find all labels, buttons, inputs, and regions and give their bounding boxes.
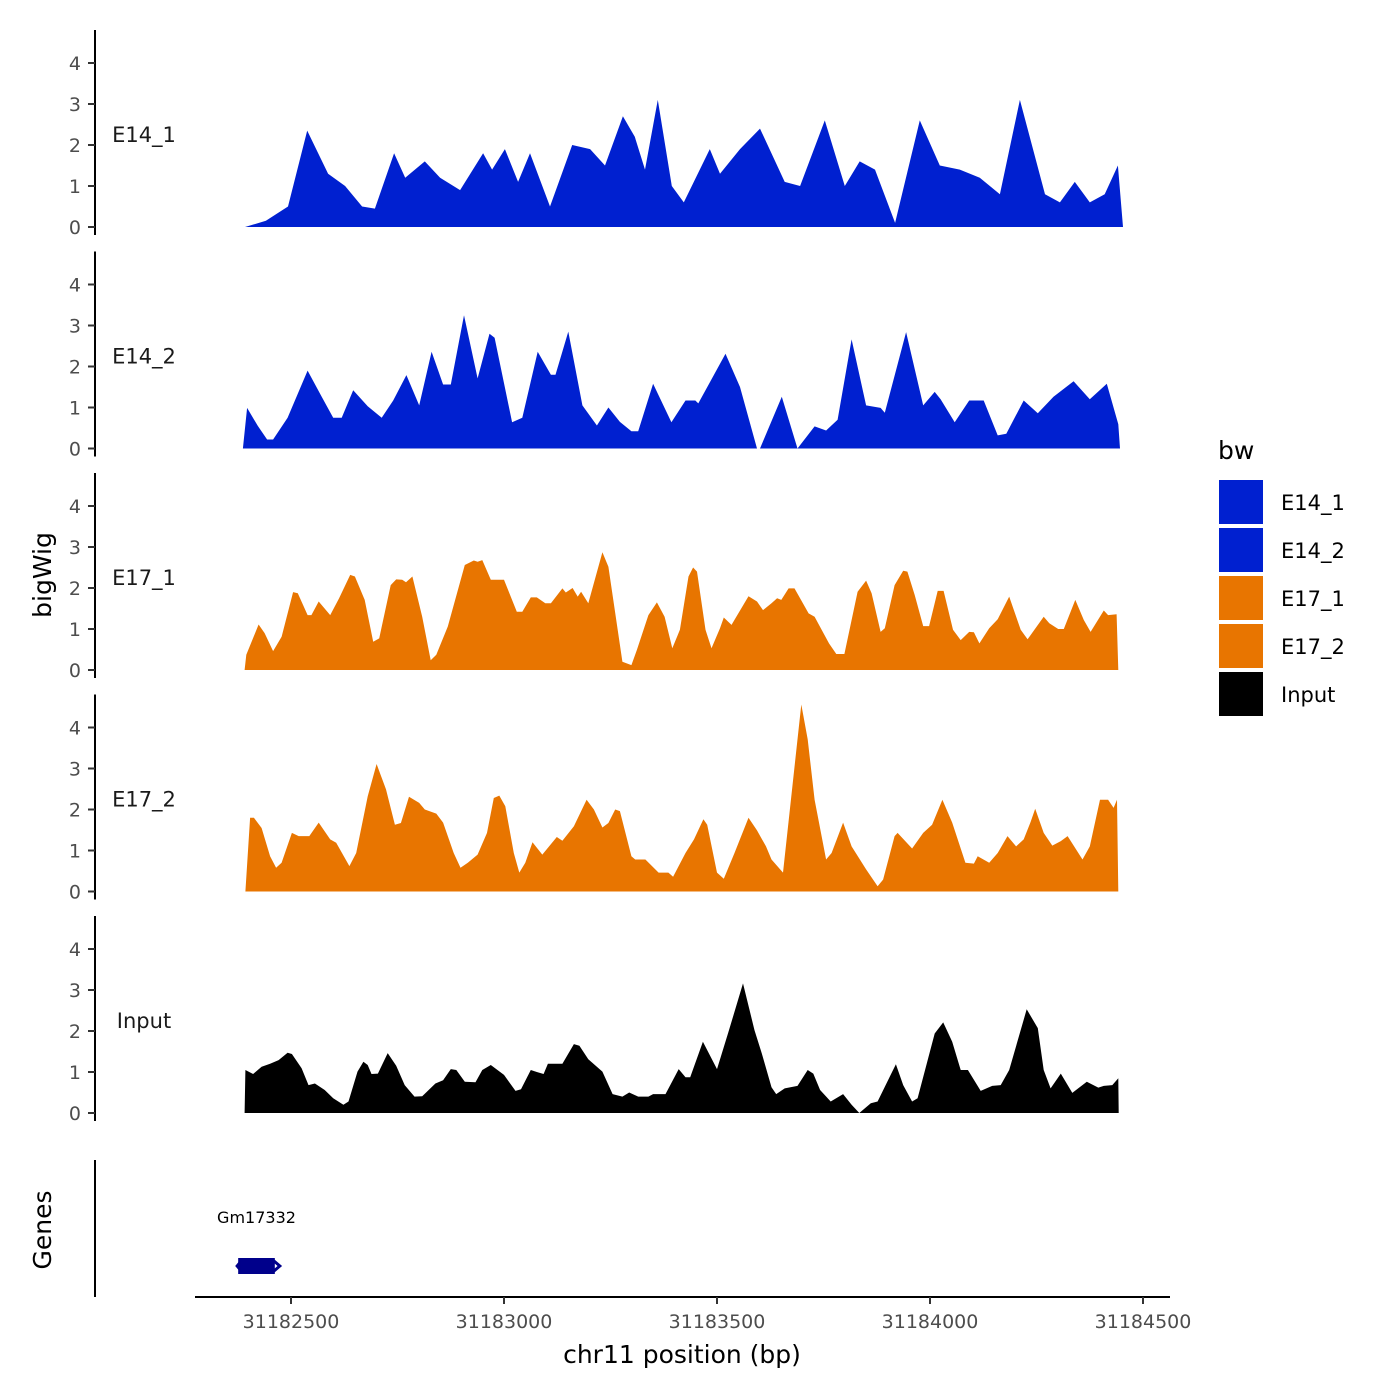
y-tick-label: 3 <box>69 94 81 116</box>
legend: bw E14_1 E14_2 E17_1 E17_2 Input <box>1218 436 1345 716</box>
y-tick-label: 4 <box>69 275 81 297</box>
y-tick-label: 1 <box>69 841 81 863</box>
y-tick-label: 3 <box>69 759 81 781</box>
coverage-area-input <box>244 983 1119 1113</box>
y-tick-label: 1 <box>69 1062 81 1084</box>
track-panel-e14-1: 0 1 2 3 4 E14_1 <box>69 30 1123 239</box>
legend-entry-label: Input <box>1281 683 1335 707</box>
y-tick-label: 2 <box>69 578 81 600</box>
legend-entry-label: E17_2 <box>1281 635 1345 660</box>
y-tick-label: 0 <box>69 660 81 682</box>
y-tick-label: 3 <box>69 537 81 559</box>
track-label: E17_2 <box>112 788 176 813</box>
coverage-area-e17-2 <box>245 704 1119 892</box>
y-tick-label: 2 <box>69 800 81 822</box>
legend-entry-label: E14_2 <box>1281 539 1345 564</box>
y-tick-label: 3 <box>69 316 81 338</box>
legend-key-swatch <box>1219 672 1263 716</box>
legend-key-swatch <box>1219 528 1263 572</box>
x-tick-label: 31183000 <box>456 1311 553 1333</box>
y-axis-label: bigWig <box>28 532 57 618</box>
coverage-area-e17-1 <box>244 552 1119 670</box>
track-panel-e17-2: 0 1 2 3 4 E17_2 <box>69 694 1119 904</box>
y-tick-label: 0 <box>69 217 81 239</box>
y-tick-label: 3 <box>69 980 81 1002</box>
y-tick-label: 1 <box>69 176 81 198</box>
legend-entry-label: E14_1 <box>1281 491 1345 516</box>
x-tick-label: 31183500 <box>669 1311 766 1333</box>
track-panel-e14-2: 0 1 2 3 4 E14_2 <box>69 251 1120 461</box>
y-tick-label: 2 <box>69 135 81 157</box>
gene-track: Gm17332 <box>217 1208 296 1274</box>
gene-label: Gm17332 <box>217 1208 296 1227</box>
y-tick-label: 4 <box>69 718 81 740</box>
x-tick-label: 31184000 <box>882 1311 979 1333</box>
track-panel-e17-1: 0 1 2 3 4 E17_1 <box>69 473 1119 682</box>
y-tick-label: 4 <box>69 53 81 75</box>
coverage-area-e14-2 <box>242 315 1120 449</box>
legend-entry-label: E17_1 <box>1281 587 1345 612</box>
y-tick-label: 2 <box>69 357 81 379</box>
x-tick-label: 31182500 <box>243 1311 340 1333</box>
gene-end-cap <box>235 1260 241 1272</box>
legend-key-swatch <box>1219 576 1263 620</box>
y-tick-label: 4 <box>69 496 81 518</box>
x-axis-label: chr11 position (bp) <box>563 1340 801 1369</box>
y-tick-label: 0 <box>69 1103 81 1125</box>
gene-track-label: Genes <box>28 1190 57 1269</box>
track-label: Input <box>117 1009 171 1033</box>
track-panels: 0 1 2 3 4 E14_1 0 1 2 3 4 E14_2 0 1 2 3 4 E17_1 0 1 2 3 4 E17_2… <box>69 30 1123 1125</box>
y-tick-label: 1 <box>69 619 81 641</box>
track-label: E17_1 <box>112 566 176 591</box>
y-tick-label: 4 <box>69 939 81 961</box>
y-tick-label: 0 <box>69 439 81 461</box>
y-tick-label: 2 <box>69 1021 81 1043</box>
legend-key-swatch <box>1219 480 1263 524</box>
legend-key-swatch <box>1219 624 1263 668</box>
x-axis-ticks: 31182500 31183000 31183500 31184000 31184500 <box>243 1297 1192 1333</box>
track-panel-input: 0 1 2 3 4 Input <box>69 916 1119 1125</box>
strand-arrow-icon <box>271 1258 283 1274</box>
coverage-area-e14-1 <box>245 99 1123 227</box>
x-tick-label: 31184500 <box>1095 1311 1192 1333</box>
legend-title: bw <box>1218 436 1254 465</box>
y-tick-label: 0 <box>69 882 81 904</box>
track-label: E14_1 <box>112 123 176 148</box>
gene-body <box>238 1258 275 1274</box>
track-label: E14_2 <box>112 345 176 370</box>
y-tick-label: 1 <box>69 398 81 420</box>
